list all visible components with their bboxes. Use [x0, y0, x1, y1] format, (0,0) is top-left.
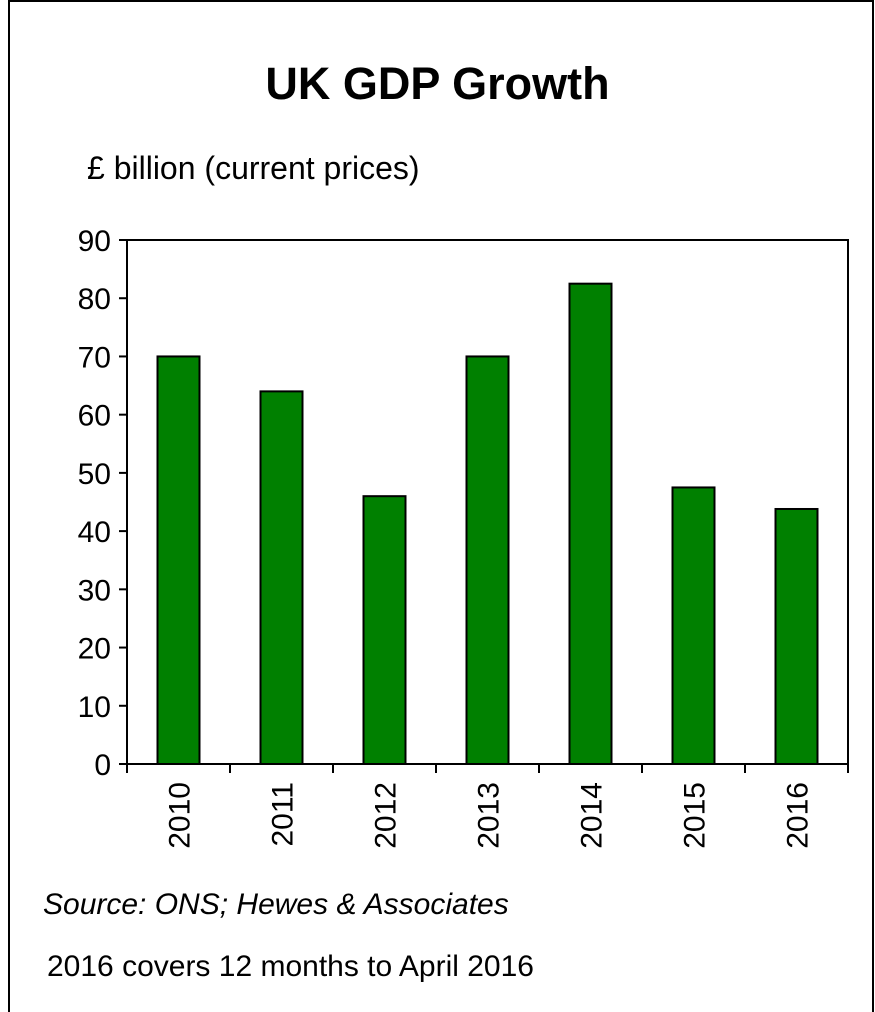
bar-2011 — [259, 390, 304, 765]
bar-2013 — [465, 355, 510, 765]
y-tick-label-60: 60 — [78, 400, 111, 433]
y-tick-label-80: 80 — [78, 283, 111, 316]
y-tick-label-30: 30 — [78, 574, 111, 607]
y-tick-label-20: 20 — [78, 633, 111, 666]
y-tick-label-90: 90 — [78, 225, 111, 258]
x-tick-label-2016: 2016 — [782, 782, 815, 849]
x-tick-label-2011: 2011 — [267, 782, 300, 847]
bar-2012 — [362, 495, 407, 765]
plot-border — [126, 239, 849, 765]
y-tick-label-50: 50 — [78, 458, 111, 491]
x-tick-label-2015: 2015 — [679, 782, 712, 849]
chart-frame — [8, 0, 874, 1012]
x-tick-label-2013: 2013 — [473, 782, 506, 849]
x-tick-label-2014: 2014 — [576, 782, 609, 849]
bar-2010 — [156, 355, 201, 765]
source-note: Source: ONS; Hewes & Associates — [43, 888, 509, 921]
y-tick-label-0: 0 — [94, 749, 111, 782]
y-axis-unit-label: £ billion (current prices) — [87, 150, 420, 186]
y-tick-label-40: 40 — [78, 516, 111, 549]
chart-title: UK GDP Growth — [265, 58, 610, 109]
plot-area: 0 10 20 30 40 50 60 70 80 90 2010 2011 2012 2013 2014 2… — [78, 225, 849, 849]
footnote: 2016 covers 12 months to April 2016 — [47, 950, 534, 983]
bar-2015 — [671, 486, 716, 765]
x-tick-label-2010: 2010 — [164, 782, 197, 849]
bar-2014 — [568, 282, 613, 765]
bar-2016 — [774, 507, 819, 765]
y-tick-label-10: 10 — [78, 691, 111, 724]
y-tick-label-70: 70 — [78, 341, 111, 374]
x-tick-label-2012: 2012 — [370, 782, 403, 849]
